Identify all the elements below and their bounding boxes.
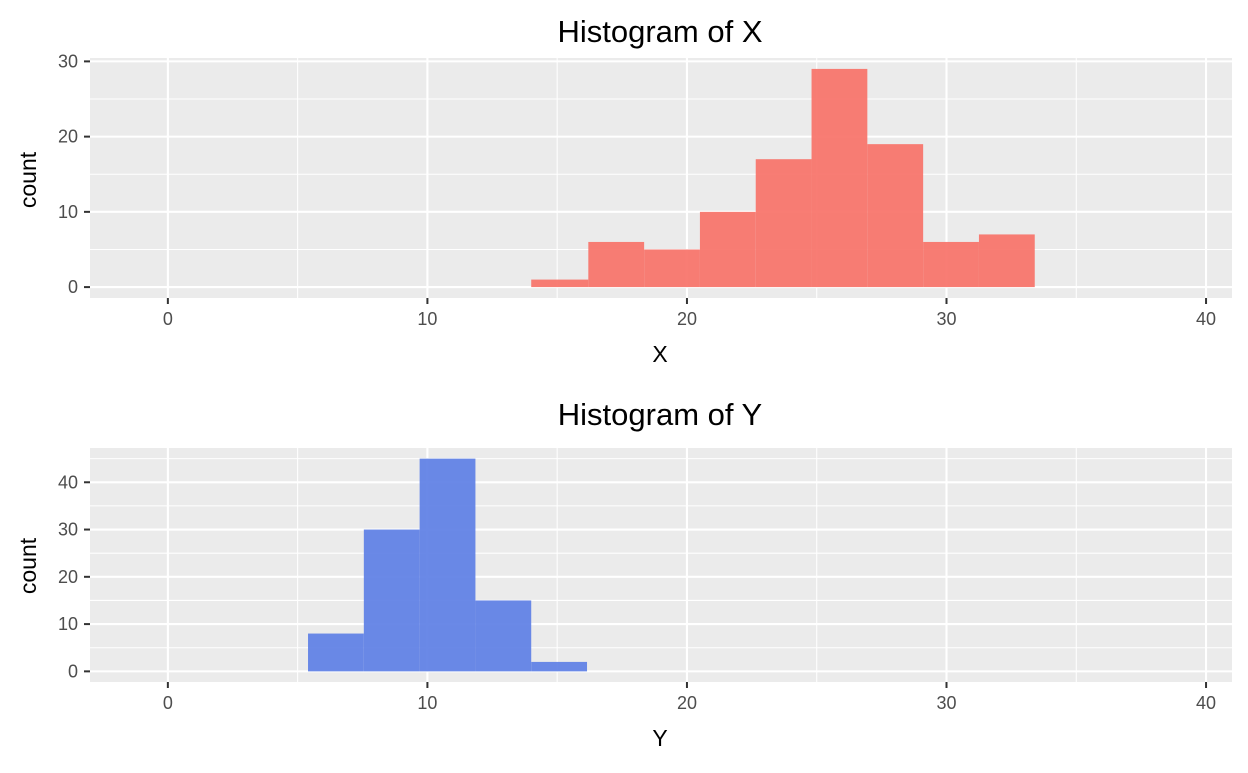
- histogram-y-y-axis-title: count: [15, 537, 41, 594]
- histogram-x-bar: [644, 249, 700, 288]
- histogram-x-panel: Histogram of X 0 10 20 30 0 10 20 30 40 X count: [15, 14, 1232, 367]
- histogram-x-bar: [867, 144, 924, 288]
- histogram-y-y-axis: 0 10 20 30 40: [58, 472, 90, 681]
- histogram-y-y-tick-label: 20: [58, 567, 78, 587]
- histogram-x-bar: [811, 68, 868, 288]
- histogram-x-bar: [531, 279, 589, 288]
- histogram-y-title: Histogram of Y: [558, 397, 762, 432]
- histogram-y-x-axis-title: Y: [652, 725, 667, 751]
- histogram-y-x-tick-label: 20: [677, 693, 697, 713]
- histogram-x-bar: [923, 241, 979, 288]
- histogram-x-x-axis: 0 10 20 30 40: [163, 298, 1216, 329]
- histogram-y-y-tick-label: 10: [58, 614, 78, 634]
- histogram-x-x-tick-label: 20: [677, 309, 697, 329]
- histogram-x-x-axis-title: X: [652, 341, 667, 367]
- histogram-y-gridlines: [90, 448, 1232, 682]
- histogram-y-y-tick-label: 40: [58, 472, 78, 492]
- histogram-y-bar: [475, 600, 532, 672]
- histogram-x-y-tick-label: 0: [68, 277, 78, 297]
- histogram-y-bars: [308, 458, 588, 672]
- histogram-y-x-tick-label: 0: [163, 693, 173, 713]
- histogram-y-bar: [308, 633, 364, 672]
- histogram-x-y-axis: 0 10 20 30: [58, 51, 90, 297]
- histogram-y-bar: [419, 458, 476, 672]
- histogram-x-x-tick-label: 40: [1196, 309, 1216, 329]
- histogram-x-x-tick-label: 10: [417, 309, 437, 329]
- histogram-y-x-tick-label: 30: [936, 693, 956, 713]
- histogram-x-y-tick-label: 30: [58, 51, 78, 71]
- histogram-y-panel: Histogram of Y 0 10 20 30 40 0 10 20 30 40 Y cou…: [15, 397, 1232, 751]
- histogram-x-y-tick-label: 20: [58, 127, 78, 147]
- histogram-y-bar: [531, 661, 588, 672]
- histogram-y-plot-background: [90, 448, 1232, 682]
- histogram-x-bar: [755, 159, 812, 288]
- histogram-x-x-tick-label: 0: [163, 309, 173, 329]
- histogram-y-bar: [363, 529, 420, 672]
- histogram-x-y-axis-title: count: [15, 151, 41, 208]
- histogram-y-x-tick-label: 40: [1196, 693, 1216, 713]
- histogram-y-y-tick-label: 0: [68, 661, 78, 681]
- histogram-x-bars: [531, 68, 1035, 288]
- histogram-y-x-axis: 0 10 20 30 40: [163, 682, 1216, 713]
- histogram-x-y-tick-label: 10: [58, 202, 78, 222]
- histogram-x-x-tick-label: 30: [936, 309, 956, 329]
- histogram-x-bar: [699, 211, 756, 288]
- histogram-x-bar: [978, 234, 1035, 288]
- histogram-y-y-tick-label: 30: [58, 520, 78, 540]
- histogram-y-x-tick-label: 10: [417, 693, 437, 713]
- histogram-x-title: Histogram of X: [557, 14, 762, 49]
- histogram-x-bar: [588, 241, 645, 288]
